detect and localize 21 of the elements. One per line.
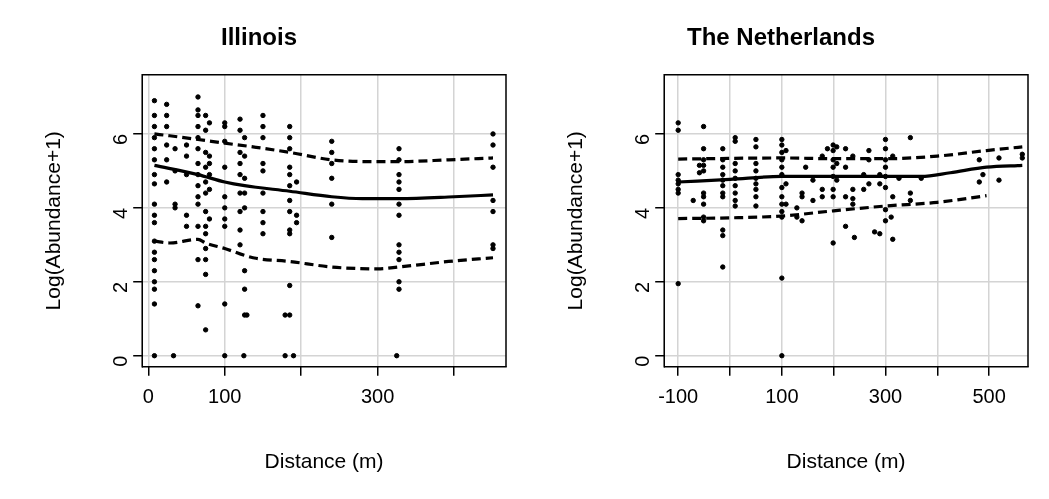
y-axis-title: Log(Abundance+1)	[41, 131, 65, 311]
y-tick-label: 6	[630, 133, 653, 146]
y-tick-label: 0	[630, 355, 653, 367]
y-tick-label: 2	[630, 281, 653, 293]
y-tick-label: 4	[630, 207, 653, 219]
y-axis-title: Log(Abundance+1)	[563, 131, 587, 311]
chart-title: The Netherlands	[686, 23, 876, 51]
x-tick-label: -100	[658, 385, 699, 408]
y-tick-label: 4	[108, 207, 131, 219]
x-tick-label: 500	[972, 385, 1006, 408]
x-tick-label: 100	[765, 385, 799, 408]
y-tick-label: 0	[108, 355, 131, 367]
y-tick-label: 2	[108, 281, 131, 293]
x-axis-title: Distance (m)	[264, 449, 384, 473]
y-tick-label: 6	[108, 133, 131, 146]
chart-title: Illinois	[220, 23, 298, 51]
x-tick-label: 300	[868, 385, 903, 408]
x-axis-title: Distance (m)	[786, 449, 906, 473]
x-tick-label: 0	[142, 385, 154, 408]
x-tick-label: 100	[208, 385, 242, 408]
x-tick-label: 300	[360, 385, 395, 408]
